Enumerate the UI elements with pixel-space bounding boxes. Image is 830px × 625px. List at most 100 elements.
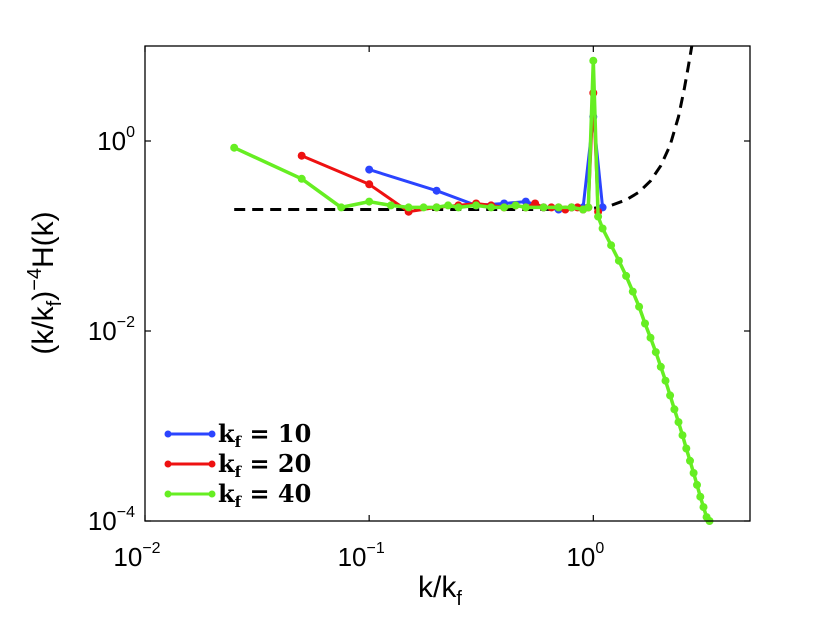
y-axis-label-post: H(k): [27, 211, 60, 268]
legend-marker-kf40-end: [208, 490, 216, 498]
series-2-point-36: [678, 431, 687, 440]
y-axis-label-mid: ): [27, 291, 60, 301]
legend-marker-kf10: [164, 430, 172, 438]
series-2-point-5: [404, 203, 413, 212]
legend-entry-kf10: kf = 10: [164, 419, 311, 451]
series-2-point-4: [386, 201, 395, 210]
series-2-point-40: [693, 480, 701, 489]
y-tick-label-base-0: 10: [88, 506, 117, 536]
legend-entry-kf40: kf = 40: [164, 479, 311, 511]
series-0-point-0: [365, 165, 374, 174]
y-tick-label-base-1: 10: [88, 316, 117, 346]
series-2-point-22: [598, 224, 607, 233]
legend-marker-kf40: [164, 490, 172, 498]
series-2-point-34: [670, 405, 679, 414]
series-2-point-7: [432, 203, 441, 212]
plot-frame: [144, 45, 751, 522]
x-tick-label-base-1: 10: [338, 542, 367, 572]
series-2-point-8: [444, 201, 453, 210]
series-2: [230, 56, 714, 525]
legend-label-kf20-sub: f: [235, 463, 243, 481]
y-tick-label-2: 100: [97, 124, 135, 156]
x-tick-label-0: 10−2: [113, 540, 160, 572]
x-tick-label-exp-1: −1: [366, 540, 384, 557]
x-axis-label-base: k/k: [418, 571, 457, 604]
series-2-point-6: [419, 203, 428, 212]
series-2-point-11: [487, 203, 496, 212]
series-2-point-19: [584, 203, 593, 212]
series-2-point-16: [554, 203, 563, 212]
series-2-point-14: [521, 203, 530, 212]
series-2-point-15: [539, 203, 548, 212]
series-2-point-3: [365, 197, 374, 206]
y-axis-label-pre: (k/k: [27, 305, 60, 354]
legend-marker-kf20-end: [208, 460, 216, 468]
x-axis-label-sub: f: [456, 588, 462, 610]
series-1-point-1: [365, 180, 374, 189]
legend: kf = 10 kf = 20 kf = 40: [164, 419, 311, 511]
y-axis-label-sub: f: [44, 300, 66, 306]
legend-label-kf10: kf = 10: [218, 419, 311, 451]
x-tick-label-exp-2: 0: [595, 540, 604, 557]
series-2-point-30: [651, 348, 660, 357]
y-axis-label-sup: −4: [24, 268, 46, 291]
series-2-point-26: [628, 287, 637, 296]
legend-label-kf10-k: k: [218, 419, 236, 448]
legend-entry-kf20: kf = 20: [164, 449, 311, 481]
series-2-point-33: [666, 391, 675, 400]
series-1-point-0: [297, 151, 306, 160]
series-2-point-31: [656, 362, 665, 371]
series-2-point-38: [686, 456, 694, 465]
legend-label-kf40-rest: = 40: [241, 479, 311, 508]
series-2-point-25: [622, 271, 631, 280]
series-2-point-9: [454, 203, 463, 212]
x-axis-label: k/kf: [418, 571, 462, 610]
series-2-point-28: [641, 319, 649, 328]
series-2-point-29: [646, 333, 655, 342]
series-2-point-0: [230, 143, 239, 152]
legend-label-kf20-k: k: [218, 449, 236, 478]
series-2-point-12: [500, 203, 509, 212]
series-2-point-32: [661, 376, 670, 385]
series-2-point-39: [689, 469, 698, 477]
y-tick-label-0: 10−4: [88, 504, 135, 536]
legend-label-kf20-rest: = 20: [241, 449, 311, 478]
series-2-point-27: [635, 302, 644, 311]
y-tick-label-exp-0: −4: [117, 504, 135, 521]
legend-label-kf10-sub: f: [235, 433, 243, 451]
series-2-point-42: [699, 503, 708, 512]
series-2-point-20: [589, 56, 598, 65]
series-2-point-13: [511, 201, 520, 210]
series-2-point-2: [337, 203, 346, 212]
series-2-point-23: [607, 241, 616, 250]
series-2-point-35: [674, 418, 683, 427]
series-2-point-21: [594, 212, 603, 221]
series-2-point-41: [696, 492, 705, 501]
y-tick-label-exp-1: −2: [117, 314, 135, 331]
series-0-point-4: [521, 197, 530, 206]
series-2-point-17: [567, 203, 576, 212]
legend-marker-kf20: [164, 460, 172, 468]
legend-label-kf40-sub: f: [235, 493, 243, 511]
x-tick-label-2: 100: [566, 540, 604, 572]
legend-label-kf20: kf = 20: [218, 449, 311, 481]
series-2-point-37: [682, 444, 691, 453]
series-layer: [230, 56, 714, 525]
series-0-point-1: [432, 186, 441, 195]
series-2-point-10: [472, 201, 481, 210]
series-2-point-1: [297, 174, 306, 183]
legend-label-kf40-k: k: [218, 479, 236, 508]
legend-marker-kf10-end: [208, 430, 216, 438]
x-tick-label-base-2: 10: [566, 542, 595, 572]
legend-label-kf10-rest: = 10: [241, 419, 311, 448]
x-tick-label-1: 10−1: [338, 540, 385, 572]
series-1-point-10: [531, 199, 540, 208]
legend-label-kf40: kf = 40: [218, 479, 311, 511]
y-tick-label-exp-2: 0: [126, 124, 135, 141]
x-tick-label-exp-0: −2: [142, 540, 160, 557]
y-tick-label-1: 10−2: [88, 314, 135, 346]
y-tick-label-base-2: 10: [97, 126, 126, 156]
plot-area: [145, 46, 750, 521]
